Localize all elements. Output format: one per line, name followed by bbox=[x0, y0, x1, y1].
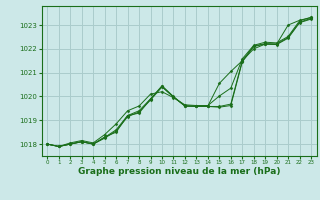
X-axis label: Graphe pression niveau de la mer (hPa): Graphe pression niveau de la mer (hPa) bbox=[78, 167, 280, 176]
